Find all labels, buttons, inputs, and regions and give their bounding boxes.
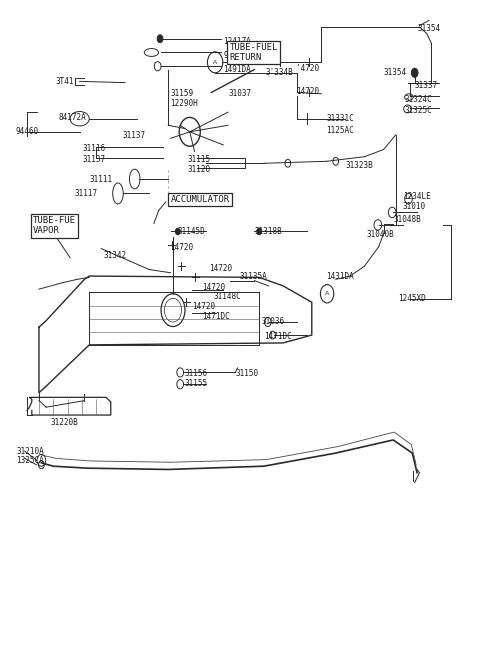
Text: 31120: 31120: [187, 166, 210, 174]
Text: 31111: 31111: [89, 175, 112, 184]
Circle shape: [257, 228, 262, 235]
Text: 14720: 14720: [202, 283, 225, 292]
Text: 31117: 31117: [75, 189, 98, 198]
Text: 31148C: 31148C: [214, 292, 241, 301]
Text: 31040B: 31040B: [367, 230, 395, 239]
Text: 31037: 31037: [228, 89, 251, 98]
Circle shape: [411, 68, 418, 78]
Text: 31150: 31150: [235, 369, 258, 378]
Text: 31331C: 31331C: [326, 114, 354, 124]
Text: 1245XD: 1245XD: [398, 294, 426, 304]
Text: 31036: 31036: [262, 317, 285, 327]
Text: 31324C: 31324C: [404, 95, 432, 104]
Text: 31325C: 31325C: [404, 106, 432, 115]
Text: 31156: 31156: [185, 369, 208, 378]
Text: 12290H: 12290H: [170, 99, 198, 108]
Text: 84172A: 84172A: [58, 113, 86, 122]
Text: 31337: 31337: [415, 81, 438, 90]
Text: 1471DC: 1471DC: [264, 332, 292, 341]
Text: 31354: 31354: [384, 68, 407, 78]
Text: 31115: 31115: [187, 155, 210, 164]
Text: 31210A: 31210A: [16, 447, 44, 455]
Text: A: A: [325, 291, 329, 296]
Text: 94460: 94460: [15, 127, 38, 136]
Text: 31318B: 31318B: [254, 227, 282, 236]
Text: 31323B: 31323B: [345, 162, 373, 170]
Text: A: A: [213, 60, 217, 65]
Circle shape: [175, 228, 180, 235]
Text: 1125AC: 1125AC: [326, 126, 354, 135]
Text: 31145D: 31145D: [178, 227, 205, 236]
Text: TUBE-FUEL
RETURN: TUBE-FUEL RETURN: [229, 43, 278, 62]
Text: TUBE-FUE
VAPOR: TUBE-FUE VAPOR: [33, 216, 76, 235]
Text: 1234LE: 1234LE: [403, 192, 431, 200]
Text: 31135A: 31135A: [240, 272, 268, 281]
Text: 31159: 31159: [170, 89, 194, 98]
Text: 3'334B: 3'334B: [265, 68, 293, 77]
Text: 14720: 14720: [170, 242, 194, 252]
Text: 31010: 31010: [403, 202, 426, 211]
Circle shape: [157, 35, 163, 43]
Text: 31354: 31354: [417, 24, 440, 34]
Text: 31116: 31116: [82, 145, 105, 153]
Text: 31155: 31155: [185, 379, 208, 388]
Text: '4720: '4720: [297, 64, 320, 74]
Text: 14720: 14720: [297, 87, 320, 96]
Text: 1241ZA: 1241ZA: [223, 37, 251, 46]
Text: 1431DA: 1431DA: [326, 271, 354, 281]
Text: 14720: 14720: [192, 302, 215, 311]
Text: 1471DC: 1471DC: [202, 312, 229, 321]
Text: 31137: 31137: [123, 131, 146, 139]
Text: ACCUMULATOR: ACCUMULATOR: [170, 195, 230, 204]
Text: 1491DA: 1491DA: [223, 65, 251, 74]
Text: 3T41: 3T41: [56, 77, 74, 86]
Text: 31220B: 31220B: [51, 419, 79, 428]
Text: 94471B: 94471B: [223, 51, 251, 60]
Text: 14720: 14720: [209, 264, 232, 273]
Text: 31048B: 31048B: [393, 215, 421, 223]
Text: 31342: 31342: [104, 250, 127, 260]
Text: 1325CA: 1325CA: [16, 457, 44, 465]
Text: 31137: 31137: [82, 155, 105, 164]
